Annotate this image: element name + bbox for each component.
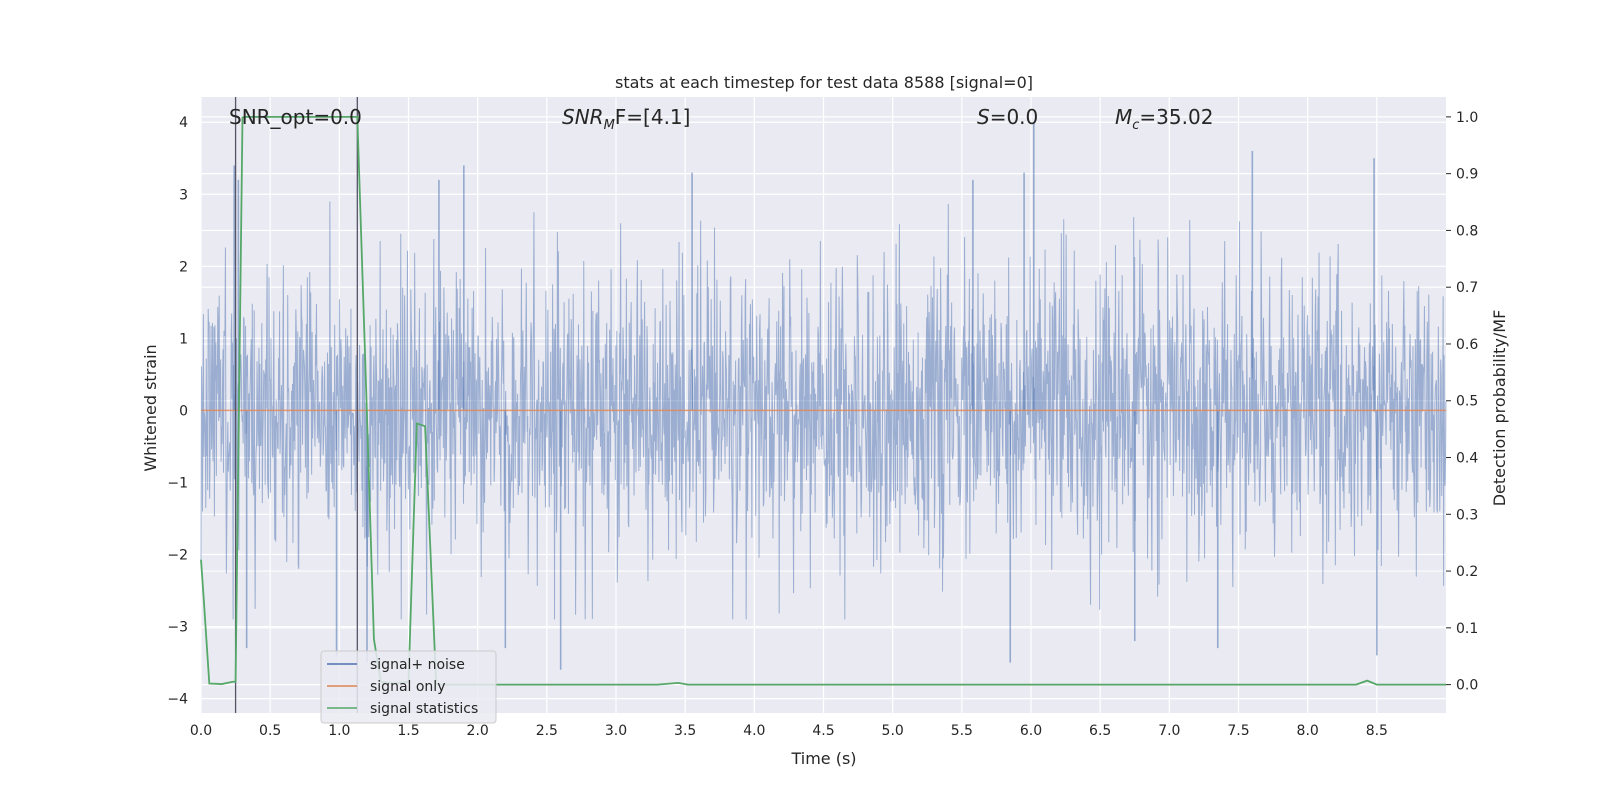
x-tick-label: 7.5 xyxy=(1227,723,1249,739)
y-tick-label-left: −1 xyxy=(167,475,188,491)
signal-statistics-line xyxy=(200,115,1446,686)
y-tick-label-left: −2 xyxy=(167,547,188,563)
mc-rest: =35.02 xyxy=(1139,105,1213,129)
y-tick-label-right: 0.0 xyxy=(1456,678,1478,694)
mc-annotation: Mc=35.02 xyxy=(1115,105,1213,133)
y-axis-label-left: Whitened strain xyxy=(141,344,160,471)
y-tick-label-right: 0.7 xyxy=(1456,280,1478,296)
snr-mf-annotation: SNRMF=[4.1] xyxy=(562,105,690,133)
x-tick-label: 2.0 xyxy=(467,723,489,739)
x-tick-label: 7.0 xyxy=(1158,723,1180,739)
signal-statistics-series xyxy=(200,115,1446,686)
y-tick-label-right: 0.6 xyxy=(1456,337,1478,353)
y-tick-label-right: 0.3 xyxy=(1456,507,1478,523)
y-tick-label-right: 0.9 xyxy=(1456,167,1478,183)
s-main: S xyxy=(977,105,990,129)
mc-main: M xyxy=(1115,105,1132,129)
y-tick-label-left: 2 xyxy=(179,259,188,275)
snr-mf-main: SNR xyxy=(562,105,604,129)
legend: signal+ noise signal only signal statist… xyxy=(320,650,497,724)
snr-opt-annotation: SNR_opt=0.0 xyxy=(229,105,362,129)
x-tick-label: 5.5 xyxy=(951,723,973,739)
legend-label-signal-statistics: signal statistics xyxy=(370,701,478,717)
signal-noise-series xyxy=(200,122,1447,670)
x-tick-label: 5.0 xyxy=(882,723,904,739)
y-tick-label-left: 3 xyxy=(179,187,188,203)
x-tick-label: 2.5 xyxy=(536,723,558,739)
x-tick-label: 4.0 xyxy=(743,723,765,739)
x-tick-label: 4.5 xyxy=(812,723,834,739)
s-rest: =0.0 xyxy=(990,105,1039,129)
x-tick-label: 0.5 xyxy=(259,723,281,739)
x-tick-label: 8.5 xyxy=(1366,723,1388,739)
y-tick-label-left: 0 xyxy=(179,403,188,419)
legend-box xyxy=(320,650,497,724)
tick-labels: 0.0 0.5 1.0 1.5 2.0 2.5 3.0 3.5 4.0 4.5 5.0 5.5 6.0 6… xyxy=(167,110,1478,739)
s-annotation: S=0.0 xyxy=(977,105,1038,129)
x-tick-label: 3.5 xyxy=(674,723,696,739)
signal-noise-line xyxy=(200,201,1447,620)
x-tick-label: 8.0 xyxy=(1297,723,1319,739)
snr-mf-subscript: M xyxy=(604,118,615,133)
y-tick-label-left: 4 xyxy=(179,115,188,131)
y-tick-label-right: 0.4 xyxy=(1456,451,1478,467)
x-tick-label: 1.5 xyxy=(397,723,419,739)
y-axis-label-right: Detection probability/MF xyxy=(1490,310,1509,507)
y-tick-label-right: 0.2 xyxy=(1456,564,1478,580)
x-tick-label: 6.0 xyxy=(1020,723,1042,739)
x-tick-label: 1.0 xyxy=(328,723,350,739)
chart-title: stats at each timestep for test data 858… xyxy=(615,73,1033,92)
x-axis-label: Time (s) xyxy=(790,749,856,768)
legend-label-signal-noise: signal+ noise xyxy=(370,657,465,673)
legend-label-signal-only: signal only xyxy=(370,679,445,695)
mc-subscript: c xyxy=(1132,118,1139,133)
x-tick-label: 0.0 xyxy=(190,723,212,739)
snr-mf-rest: F=[4.1] xyxy=(615,105,691,129)
y-tick-label-right: 1.0 xyxy=(1456,110,1478,126)
y-tick-label-right: 0.5 xyxy=(1456,394,1478,410)
y-tick-label-right: 0.1 xyxy=(1456,621,1478,637)
x-tick-label: 3.0 xyxy=(605,723,627,739)
y-tick-label-left: −4 xyxy=(167,692,188,708)
y-tick-label-right: 0.8 xyxy=(1456,223,1478,239)
y-tick-label-left: −3 xyxy=(167,620,188,636)
x-tick-label: 6.5 xyxy=(1089,723,1111,739)
y-tick-label-left: 1 xyxy=(179,331,188,347)
